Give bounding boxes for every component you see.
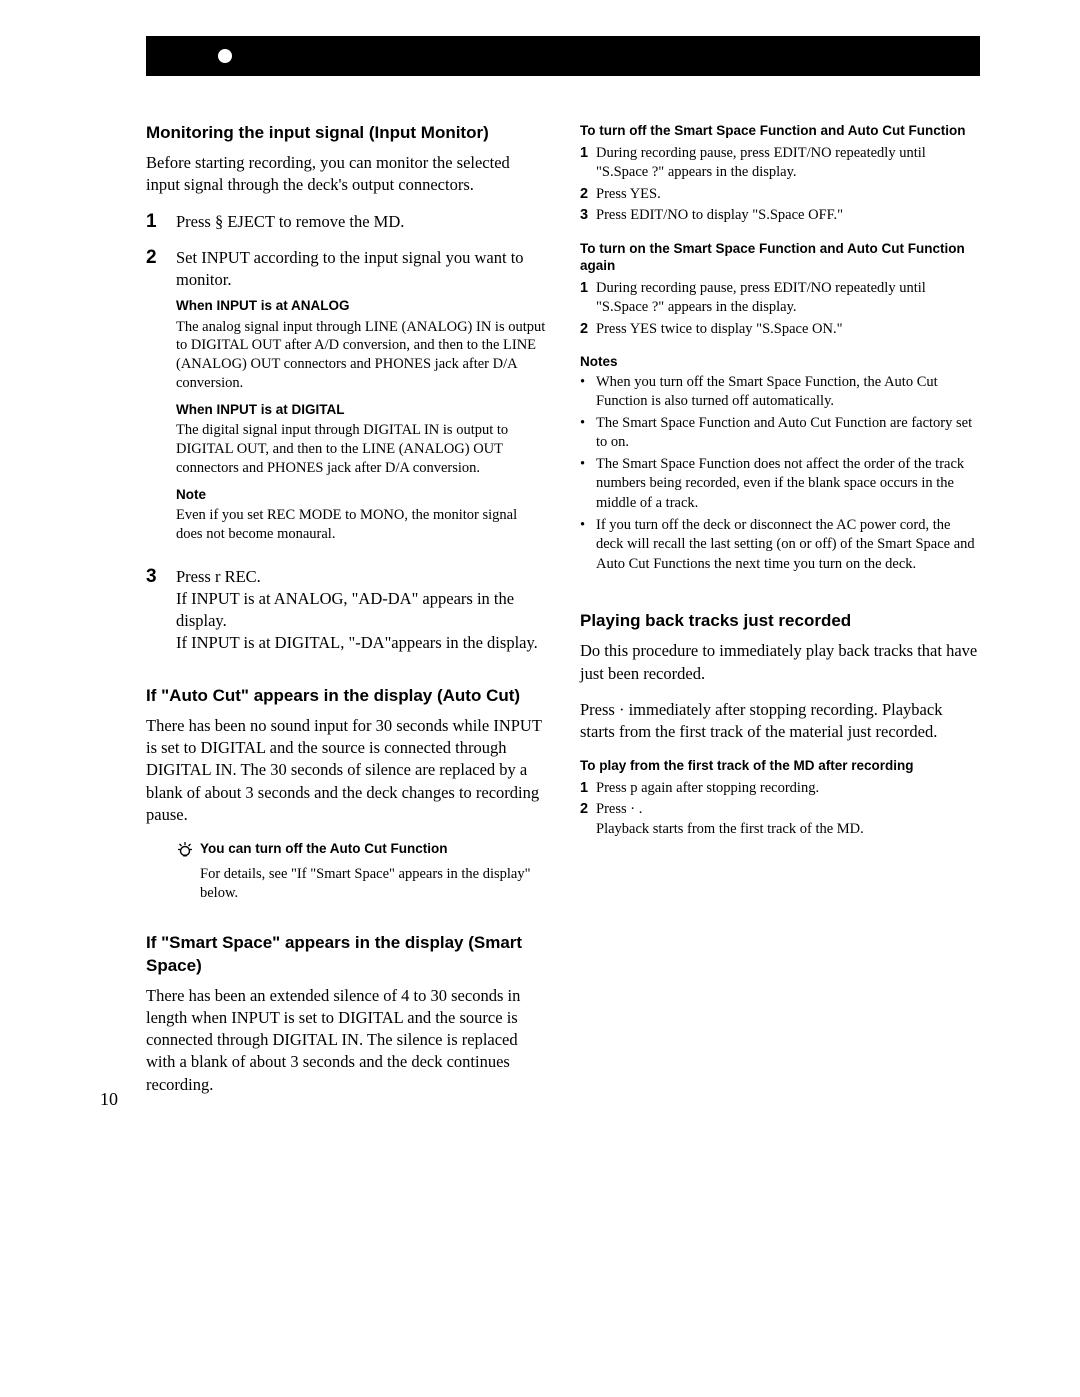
header-dot-icon [218,49,232,63]
auto-cut-heading: If "Auto Cut" appears in the display (Au… [146,685,546,707]
step-1: 1 Press § EJECT to remove the MD. [146,211,546,233]
step-3-body: Press r REC. If INPUT is at ANALOG, "AD-… [176,566,546,655]
step-3-line-c: If INPUT is at DIGITAL, "-DA"appears in … [176,632,546,654]
turn-on-s2: Press YES twice to display "S.Space ON." [596,320,980,340]
auto-cut-tip: You can turn off the Auto Cut Function F… [176,840,546,902]
step-2-text: Set INPUT according to the input signal … [176,247,546,292]
step-2-body: Set INPUT according to the input signal … [176,247,546,552]
step-3-line-b: If INPUT is at ANALOG, "AD-DA" appears i… [176,588,546,633]
header-bar [146,36,980,76]
notes-list: •When you turn off the Smart Space Funct… [580,373,980,575]
page-number: 10 [100,1089,118,1110]
note-sub-text: Even if you set REC MODE to MONO, the mo… [176,506,546,544]
auto-cut-tip-text: For details, see "If "Smart Space" appea… [200,865,546,903]
play-first-s1: Press p again after stopping recording. [596,779,980,799]
note-2: The Smart Space Function and Auto Cut Fu… [596,414,980,453]
analog-sub-heading: When INPUT is at ANALOG [176,297,546,315]
step-1-text: Press § EJECT to remove the MD. [176,211,546,233]
turn-off-s1: During recording pause, press EDIT/NO re… [596,144,980,183]
auto-cut-tip-heading: You can turn off the Auto Cut Function [200,840,447,858]
digital-sub-text: The digital signal input through DIGITAL… [176,421,546,478]
playback-intro: Do this procedure to immediately play ba… [580,640,980,685]
turn-on-heading: To turn on the Smart Space Function and … [580,240,980,275]
turn-off-steps: 1During recording pause, press EDIT/NO r… [580,144,980,226]
play-first-steps: 1Press p again after stopping recording.… [580,779,980,840]
note-sub-heading: Note [176,486,546,504]
smart-space-text: There has been an extended silence of 4 … [146,985,546,1096]
playback-heading: Playing back tracks just recorded [580,610,980,632]
monitor-heading: Monitoring the input signal (Input Monit… [146,122,546,144]
step-2: 2 Set INPUT according to the input signa… [146,247,546,552]
play-first-heading: To play from the first track of the MD a… [580,757,980,775]
note-4: If you turn off the deck or disconnect t… [596,516,980,575]
playback-body: Press · immediately after stopping recor… [580,699,980,744]
content-columns: Monitoring the input signal (Input Monit… [146,122,980,1110]
left-column: Monitoring the input signal (Input Monit… [146,122,546,1110]
step-3-number: 3 [146,566,176,655]
monitor-intro: Before starting recording, you can monit… [146,152,546,197]
turn-off-s2: Press YES. [596,185,980,205]
smart-space-heading: If "Smart Space" appears in the display … [146,932,546,976]
notes-heading: Notes [580,354,980,369]
turn-off-s3: Press EDIT/NO to display "S.Space OFF." [596,206,980,226]
step-1-number: 1 [146,211,176,233]
play-first-s2: Press · . Playback starts from the first… [596,800,980,839]
turn-on-s1: During recording pause, press EDIT/NO re… [596,279,980,318]
turn-on-steps: 1During recording pause, press EDIT/NO r… [580,279,980,340]
play-first-s2b: Playback starts from the first track of … [596,820,980,840]
note-1: When you turn off the Smart Space Functi… [596,373,980,412]
play-first-s2a: Press · . [596,800,980,820]
step-3-line-a: Press r REC. [176,566,546,588]
analog-sub-text: The analog signal input through LINE (AN… [176,318,546,393]
right-column: To turn off the Smart Space Function and… [580,122,980,1110]
turn-off-heading: To turn off the Smart Space Function and… [580,122,980,140]
step-3: 3 Press r REC. If INPUT is at ANALOG, "A… [146,566,546,655]
auto-cut-text: There has been no sound input for 30 sec… [146,715,546,826]
note-3: The Smart Space Function does not affect… [596,455,980,514]
step-2-number: 2 [146,247,176,552]
digital-sub-heading: When INPUT is at DIGITAL [176,401,546,419]
tip-icon [176,840,194,863]
